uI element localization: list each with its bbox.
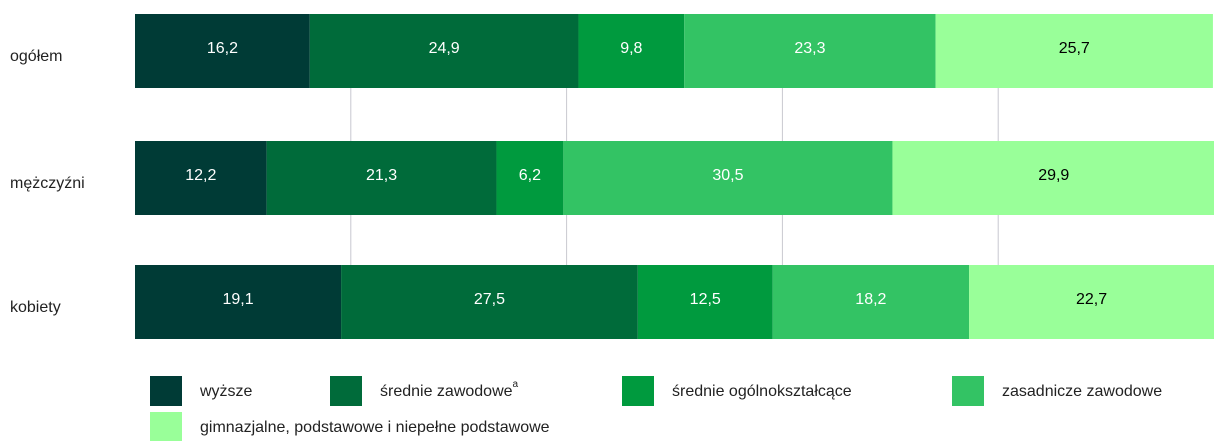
category-label: ogółem: [10, 48, 62, 65]
bar-segment: [309, 14, 579, 88]
value-label: 27,5: [474, 291, 505, 308]
bar-segment: [341, 265, 638, 339]
bar-segment: [969, 265, 1214, 339]
legend-swatch: [622, 376, 654, 406]
value-label: 12,5: [690, 291, 721, 308]
category-label: kobiety: [10, 299, 61, 316]
bar-segment: [684, 14, 936, 88]
value-label: 19,1: [222, 291, 253, 308]
value-label: 29,9: [1038, 167, 1069, 184]
legend-label: średnie ogólnokształcące: [672, 383, 852, 400]
bar-segment: [135, 141, 267, 215]
legend-label: zasadnicze zawodowe: [1002, 383, 1162, 400]
legend-label: średnie zawodowea: [380, 379, 519, 401]
value-label: 25,7: [1059, 40, 1090, 57]
bar-segment: [935, 14, 1213, 88]
legend-name: średnie zawodowe: [380, 383, 513, 400]
legend-label: wyższe: [199, 383, 253, 400]
value-label: 24,9: [429, 40, 460, 57]
legend-superscript: a: [513, 379, 519, 390]
bar-segment: [496, 141, 564, 215]
bar-segment: [637, 265, 773, 339]
bar-segment: [772, 265, 970, 339]
legend-name: gimnazjalne, podstawowe i niepełne podst…: [200, 419, 550, 436]
bar-segment: [892, 141, 1214, 215]
legend-name: wyższe: [199, 383, 253, 400]
legend-swatch: [330, 376, 362, 406]
legend-swatch: [150, 412, 182, 441]
legend-name: średnie ogólnokształcące: [672, 383, 852, 400]
value-label: 16,2: [207, 40, 238, 57]
value-label: 18,2: [855, 291, 886, 308]
bar-segment: [135, 265, 342, 339]
legend-name: zasadnicze zawodowe: [1002, 383, 1162, 400]
value-label: 23,3: [794, 40, 825, 57]
legend-swatch: [952, 376, 984, 406]
value-label: 12,2: [185, 167, 216, 184]
legend-label: gimnazjalne, podstawowe i niepełne podst…: [200, 419, 550, 436]
bar-segment: [135, 14, 310, 88]
value-label: 22,7: [1076, 291, 1107, 308]
value-label: 9,8: [620, 40, 642, 57]
bar-segment: [578, 14, 685, 88]
bar-segment: [563, 141, 893, 215]
value-label: 30,5: [712, 167, 743, 184]
legend-swatch: [150, 376, 182, 406]
category-label: mężczyźni: [10, 175, 85, 192]
value-label: 6,2: [519, 167, 541, 184]
value-label: 21,3: [366, 167, 397, 184]
bar-segment: [266, 141, 497, 215]
